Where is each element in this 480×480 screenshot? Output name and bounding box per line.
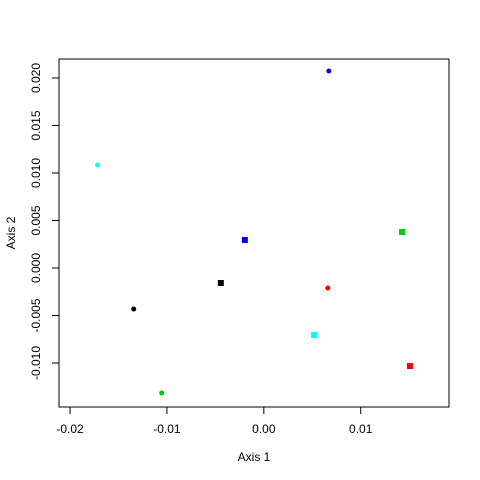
point <box>325 285 331 291</box>
point <box>131 306 137 312</box>
point <box>310 331 317 338</box>
x-axis-label: Axis 1 <box>238 450 271 464</box>
point <box>406 363 413 370</box>
y-tick-label: 0.015 <box>29 110 43 140</box>
plot-box <box>58 58 450 408</box>
y-tick-label: -0.005 <box>29 298 43 332</box>
y-tick-label: 0.000 <box>29 253 43 283</box>
y-tick-label: 0.020 <box>29 63 43 93</box>
x-tick-label: 0.00 <box>252 422 276 436</box>
y-axis-label: Axis 2 <box>4 216 18 249</box>
point <box>241 236 248 243</box>
point <box>326 68 332 74</box>
y-tick-label: -0.010 <box>29 346 43 380</box>
y-tick-label: 0.005 <box>29 205 43 235</box>
x-tick-label: 0.01 <box>349 422 373 436</box>
x-tick-label: -0.01 <box>153 422 181 436</box>
y-tick-label: 0.010 <box>29 158 43 188</box>
point <box>159 390 165 396</box>
x-tick-label: -0.02 <box>56 422 84 436</box>
point <box>95 162 101 168</box>
point <box>399 229 406 236</box>
point <box>217 280 224 287</box>
